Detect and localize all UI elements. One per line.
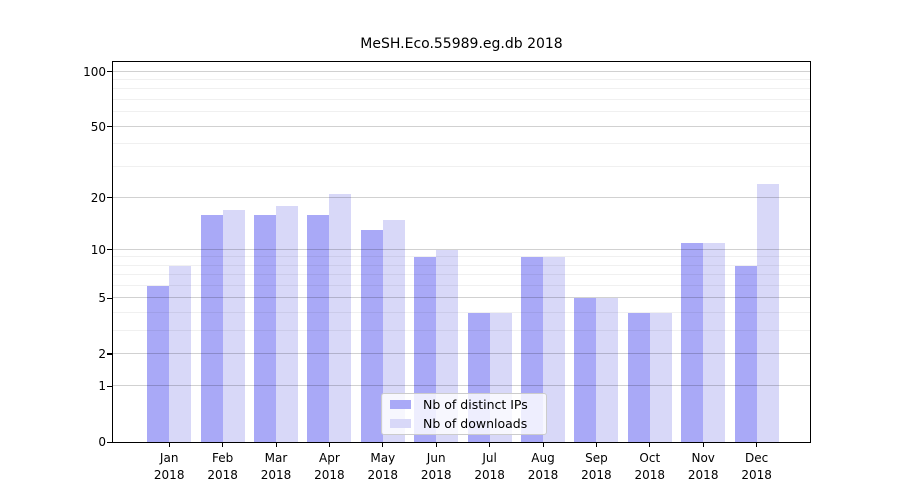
x-tick-label-jan: Jan 2018	[153, 451, 185, 482]
bar-jan-downloads	[169, 265, 192, 442]
legend-swatch-distinct-ips	[390, 400, 411, 410]
x-tick-label-sep: Sep 2018	[581, 451, 612, 482]
chart-title: MeSH.Eco.55989.eg.db 2018	[360, 36, 563, 52]
bar-oct-distinct-ips	[627, 312, 650, 442]
bar-may-downloads	[382, 219, 405, 442]
y-tick-label-2: 2	[98, 346, 106, 361]
x-tick-label-feb: Feb 2018	[207, 451, 238, 482]
bar-oct-downloads	[649, 312, 672, 442]
bar-nov-distinct-ips	[681, 242, 704, 442]
bar-mar-distinct-ips	[254, 214, 276, 442]
x-tick-label-apr: Apr 2018	[314, 451, 345, 482]
bar-dec-distinct-ips	[734, 265, 757, 442]
bar-aug-downloads	[543, 257, 565, 442]
bar-apr-distinct-ips	[307, 214, 330, 442]
y-tick-label-5: 5	[98, 291, 106, 306]
x-tick-label-jun: Jun 2018	[420, 451, 452, 482]
legend-label-downloads: Nb of downloads	[423, 415, 528, 431]
x-tick-label-jul: Jul 2018	[474, 451, 505, 482]
bar-dec-downloads	[756, 183, 779, 442]
y-tick-label-10: 10	[90, 242, 106, 257]
y-tick-label-20: 20	[90, 190, 106, 205]
legend-label-distinct-ips: Nb of distinct IPs	[423, 397, 528, 413]
legend-item-downloads: Nb of downloads	[390, 416, 538, 432]
bar-nov-downloads	[703, 242, 726, 442]
legend-item-distinct-ips: Nb of distinct IPs	[390, 397, 538, 413]
bar-feb-distinct-ips	[200, 214, 223, 442]
y-tick-label-1: 1	[98, 379, 106, 394]
x-tick-label-oct: Oct 2018	[634, 451, 666, 482]
plot-area: Nb of distinct IPs Nb of downloads	[112, 61, 811, 443]
x-tick-label-nov: Nov 2018	[687, 451, 719, 482]
legend: Nb of distinct IPs Nb of downloads	[381, 393, 547, 435]
bar-sep-distinct-ips	[574, 298, 597, 442]
bar-apr-downloads	[329, 194, 352, 442]
y-tick-label-100: 100	[83, 64, 106, 79]
x-tick-label-may: May 2018	[367, 451, 399, 482]
bar-sep-downloads	[596, 298, 619, 442]
bar-feb-downloads	[222, 210, 245, 442]
legend-swatch-downloads	[390, 418, 411, 428]
bar-jan-distinct-ips	[147, 285, 170, 442]
x-tick-label-aug: Aug 2018	[527, 451, 559, 482]
x-tick-label-mar: Mar 2018	[260, 451, 292, 482]
bars-layer	[113, 62, 810, 442]
bar-may-distinct-ips	[360, 230, 383, 442]
y-tick-label-50: 50	[90, 119, 106, 134]
y-tick-label-0: 0	[98, 435, 106, 449]
bar-mar-downloads	[276, 205, 298, 442]
x-tick-label-dec: Dec 2018	[741, 451, 772, 482]
